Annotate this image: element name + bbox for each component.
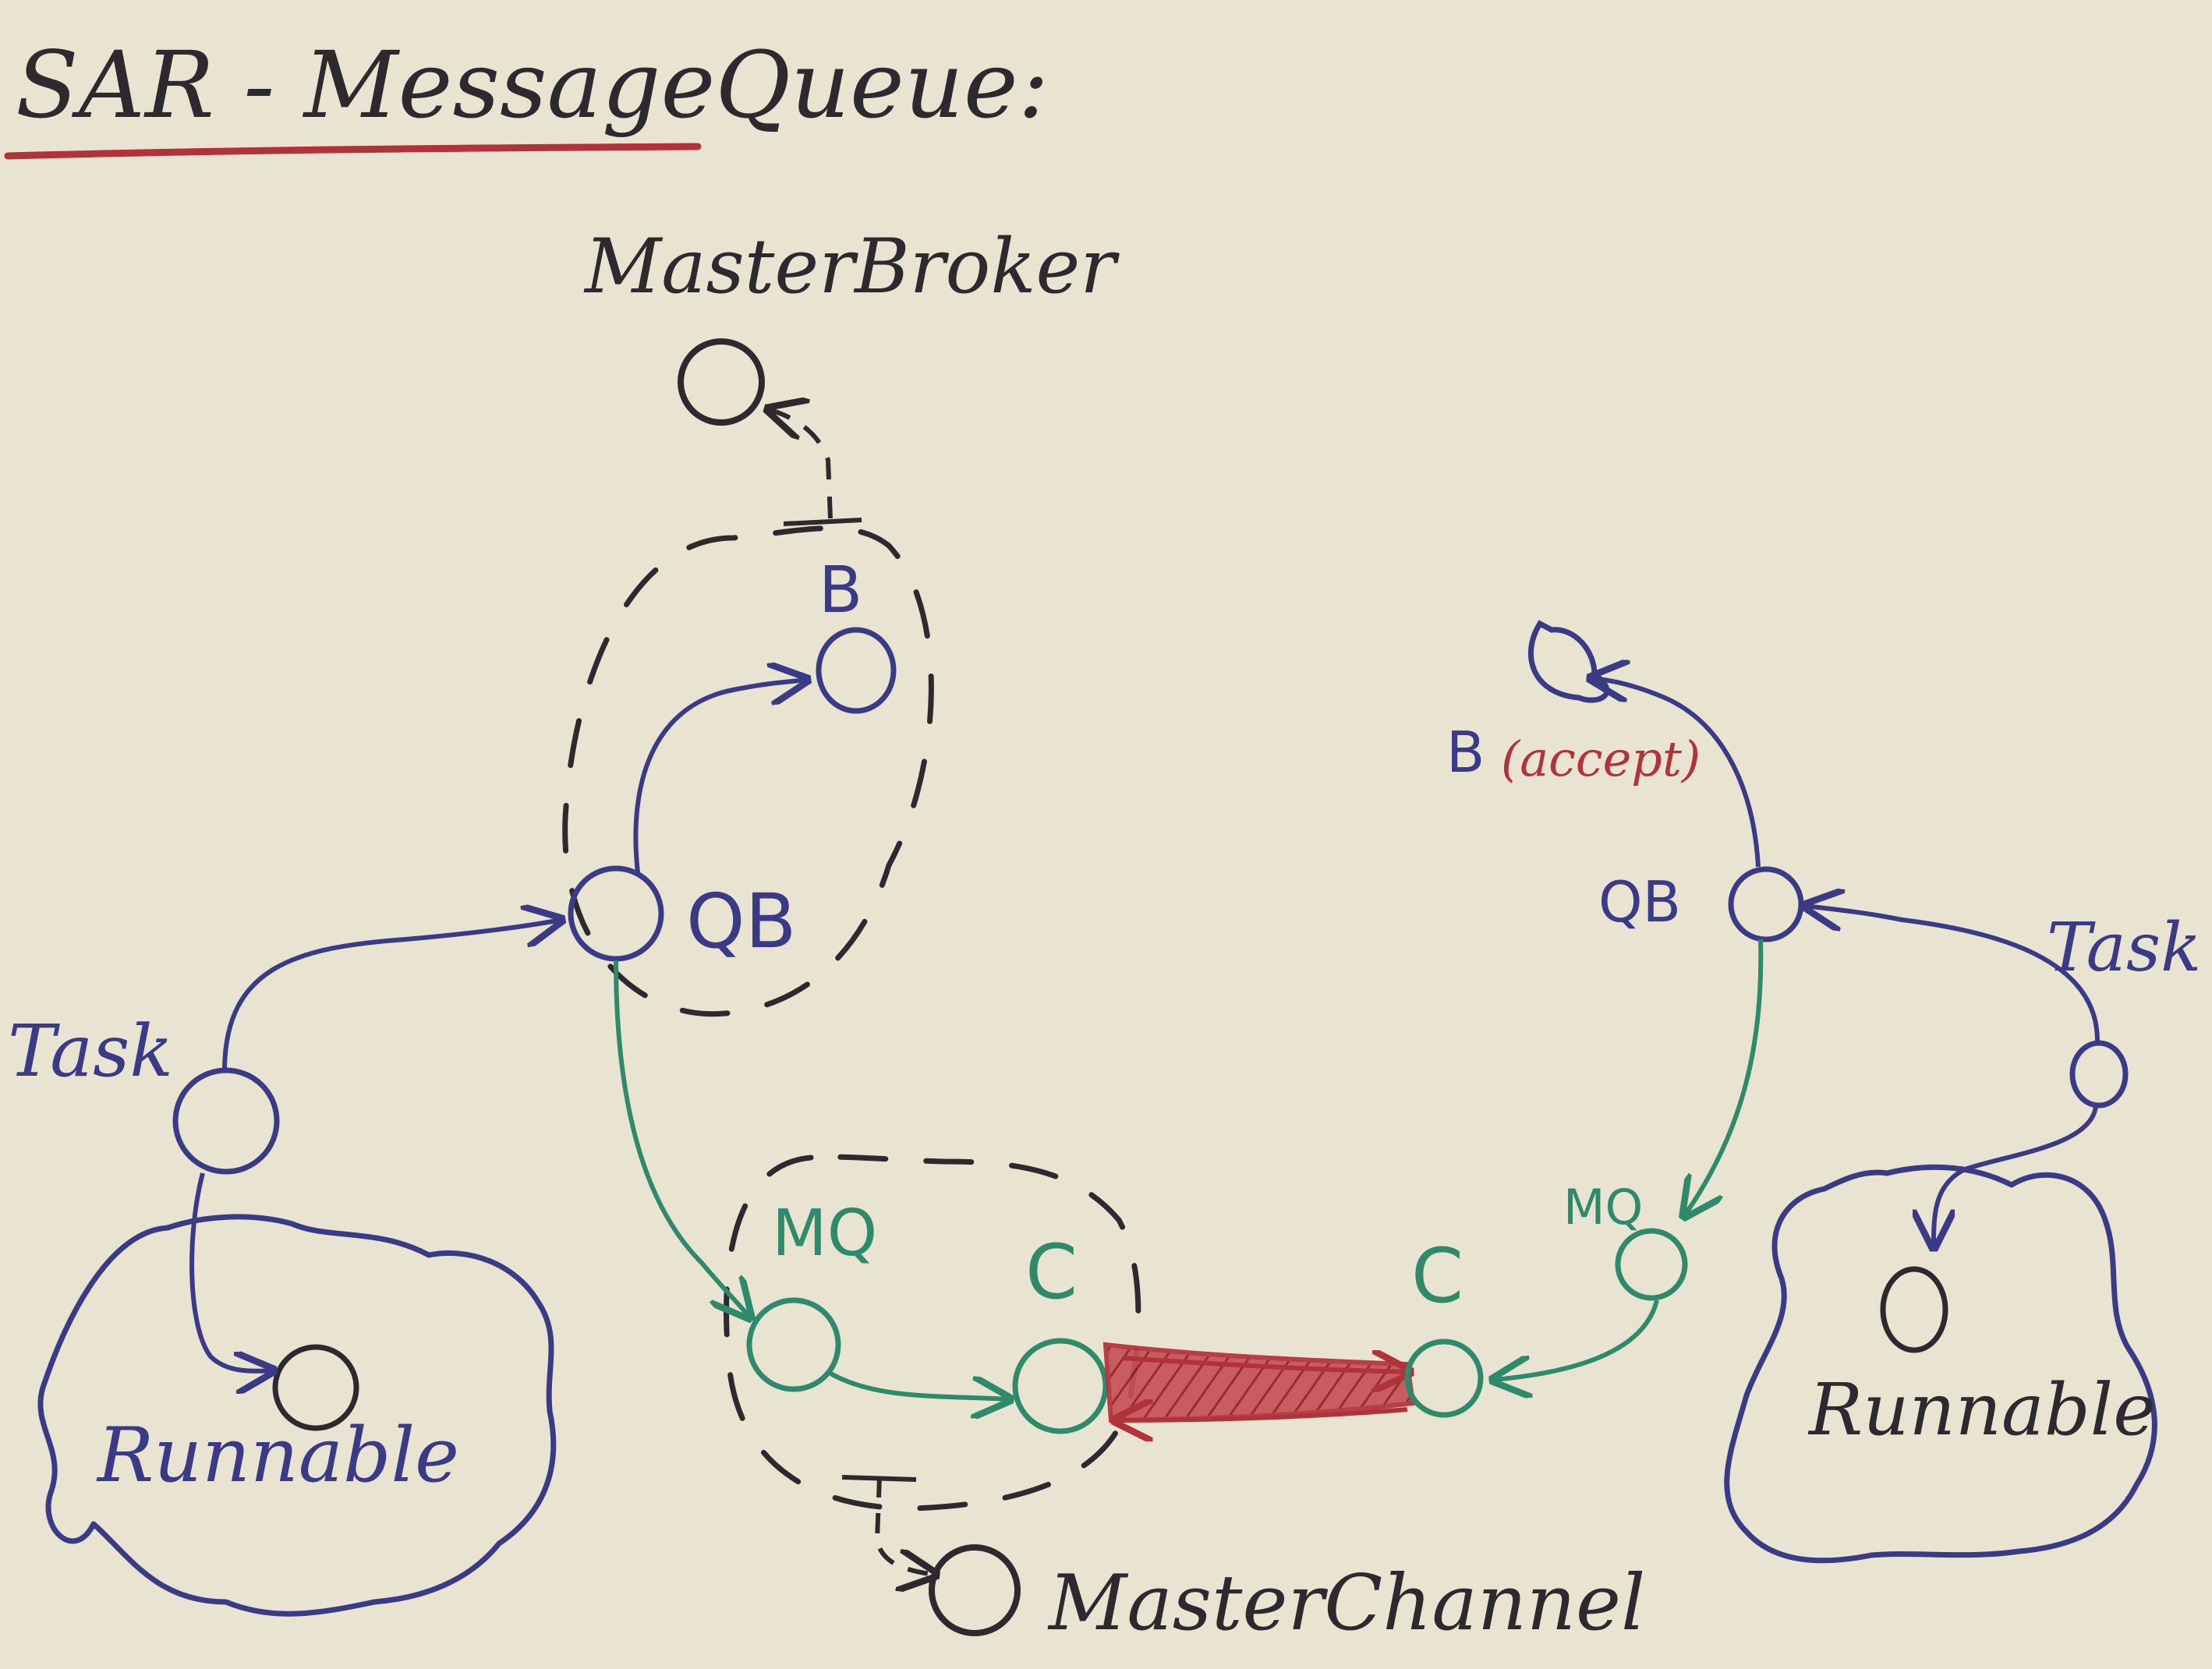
master-channel-label: MasterChannel <box>1047 1559 1645 1648</box>
right-b-node <box>1527 620 1610 703</box>
left-runnable-label: Runnable <box>96 1412 459 1499</box>
right-c-label: C <box>1411 1232 1463 1320</box>
left-c-node <box>1012 1338 1109 1434</box>
task-to-qb-arrow <box>222 920 561 1069</box>
channel-group-outline <box>724 1154 1141 1512</box>
task-to-runnable-right-arrow <box>1934 1106 2098 1247</box>
mq-to-c-arrow <box>826 1370 1010 1399</box>
task-to-qb-right-arrow <box>1805 906 2100 1041</box>
master-channel-node <box>929 1544 1021 1636</box>
left-task-label: Task <box>8 1010 173 1093</box>
left-broker-group-outline <box>562 525 934 1017</box>
right-qb-label: QB <box>1598 869 1681 935</box>
broker-tick <box>783 518 862 526</box>
left-b-node <box>816 627 897 714</box>
channel-tick <box>841 1475 917 1482</box>
left-runnable-cloud <box>37 1214 557 1617</box>
right-c-node <box>1404 1338 1484 1418</box>
right-b-note: (accept) <box>1501 730 1701 787</box>
right-qb-node <box>1728 866 1804 942</box>
left-qb-node <box>568 865 664 962</box>
task-to-runnable-arrow <box>189 1172 273 1371</box>
right-runnable-cloud <box>1724 1164 2157 1564</box>
broker-to-master-arrow <box>768 409 833 519</box>
left-mq-label: MQ <box>772 1197 877 1271</box>
master-broker-node <box>678 338 765 426</box>
master-broker-label: MasterBroker <box>583 223 1120 310</box>
qb-to-mq-right-arrow <box>1684 939 1764 1216</box>
channel-connection-band <box>1102 1342 1416 1423</box>
qb-to-b-right-arrow <box>1591 678 1761 868</box>
left-b-label: B <box>819 553 862 628</box>
right-mq-label: MQ <box>1563 1179 1643 1236</box>
left-mq-node <box>746 1297 841 1392</box>
left-task-node <box>172 1067 280 1175</box>
right-runnable-node <box>1880 1266 1948 1353</box>
title-underline <box>4 143 702 160</box>
right-task-node <box>2069 1040 2129 1109</box>
qb-to-b-arrow <box>633 680 807 874</box>
right-runnable-label: Runnable <box>1807 1368 2156 1452</box>
right-task-label: Task <box>2047 909 2201 987</box>
connection-arrow-left <box>1115 1409 1408 1420</box>
left-c-label: C <box>1025 1229 1078 1316</box>
connection-arrow-right <box>1122 1358 1410 1372</box>
channel-to-master-arrow <box>874 1476 936 1575</box>
left-qb-label: QB <box>686 878 796 965</box>
mq-to-c-right-arrow <box>1493 1299 1659 1380</box>
qb-to-mq-arrow <box>614 960 750 1317</box>
right-b-label: B <box>1446 720 1485 785</box>
right-mq-node <box>1615 1228 1688 1301</box>
page-title: SAR - MessageQueue: <box>16 31 1049 139</box>
